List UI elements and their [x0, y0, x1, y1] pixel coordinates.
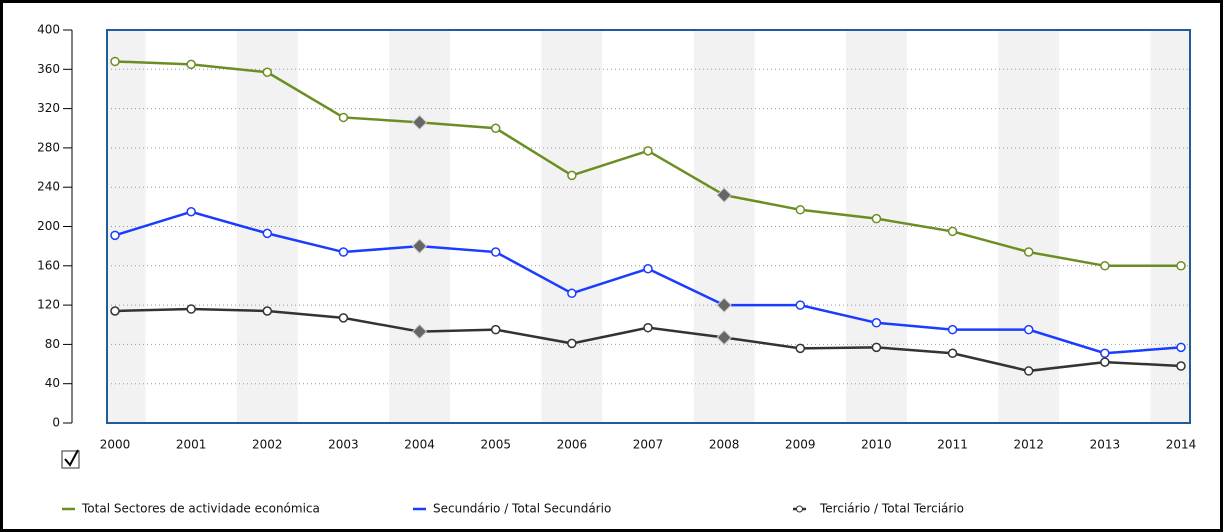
point	[871, 318, 882, 328]
point	[871, 342, 882, 353]
point	[490, 123, 501, 133]
point	[1023, 247, 1034, 257]
checkbox-tick	[64, 449, 79, 467]
point	[262, 228, 273, 239]
point	[947, 226, 958, 237]
y-tick-label: 360	[37, 62, 60, 76]
x-tick-label: 2011	[937, 438, 968, 452]
y-tick-label: 240	[37, 180, 60, 194]
point	[795, 300, 806, 310]
point	[947, 348, 958, 358]
point	[490, 324, 501, 335]
point	[567, 288, 577, 299]
point	[110, 306, 120, 316]
band	[693, 30, 755, 423]
point	[567, 170, 577, 181]
x-tick-label: 2014	[1166, 438, 1197, 452]
legend-marker	[796, 505, 803, 513]
point	[795, 205, 806, 215]
point	[186, 207, 196, 217]
point	[1176, 361, 1186, 371]
point	[716, 329, 732, 346]
x-tick-label: 2000	[100, 438, 131, 452]
x-tick-label: 2002	[252, 438, 283, 452]
point	[643, 146, 653, 156]
plot-frame	[106, 29, 1191, 424]
point	[947, 324, 958, 335]
point	[716, 187, 732, 203]
point	[411, 238, 428, 254]
point	[1100, 357, 1110, 367]
x-tick-label: 2003	[328, 438, 359, 452]
grid	[107, 68, 1190, 385]
point	[643, 263, 653, 274]
point	[567, 338, 577, 349]
x-tick-label: 2001	[176, 438, 207, 452]
point	[411, 323, 428, 340]
x-tick-label: 2008	[709, 438, 740, 452]
y-tick-label: 280	[37, 140, 60, 154]
point	[795, 343, 806, 354]
point	[1100, 348, 1110, 358]
point	[338, 112, 349, 123]
point	[1023, 366, 1034, 376]
y-tick-label: 400	[37, 23, 60, 37]
y-tick-label: 120	[37, 298, 60, 312]
x-tick-label: 2007	[633, 438, 664, 452]
x-tick-label: 2013	[1090, 438, 1121, 452]
x-tick-label: 2004	[404, 438, 435, 452]
y-tick-label: 80	[45, 337, 60, 351]
x-tick-label: 2005	[480, 438, 511, 452]
point	[1100, 261, 1110, 271]
y-tick-label: 200	[37, 219, 60, 233]
point	[871, 213, 882, 224]
point	[186, 304, 196, 314]
x-tick-label: 2006	[557, 438, 588, 452]
point	[186, 59, 196, 70]
x-tick-label: 2010	[861, 438, 892, 452]
point	[338, 247, 349, 257]
point	[716, 297, 732, 313]
point	[262, 67, 273, 77]
legend-label: Secundário / Total Secundário	[433, 502, 611, 516]
point	[110, 230, 120, 241]
point	[490, 247, 501, 257]
point	[411, 114, 428, 131]
y-tick-label: 40	[45, 376, 60, 390]
point	[643, 322, 653, 333]
legend-label: Total Sectores de actividade económica	[81, 502, 320, 516]
point	[262, 306, 273, 316]
band	[998, 30, 1060, 423]
x-tick-label: 2012	[1013, 438, 1044, 452]
point	[1023, 324, 1034, 335]
band	[845, 30, 907, 423]
point	[110, 56, 120, 67]
x-tick-label: 2009	[785, 438, 816, 452]
point	[1176, 342, 1186, 353]
y-tick-label: 160	[37, 258, 60, 272]
y-tick-label: 320	[37, 101, 60, 115]
point	[338, 313, 349, 323]
legend-label: Terciário / Total Terciário	[819, 502, 964, 516]
point	[1176, 261, 1186, 271]
y-tick-label: 0	[52, 416, 60, 430]
